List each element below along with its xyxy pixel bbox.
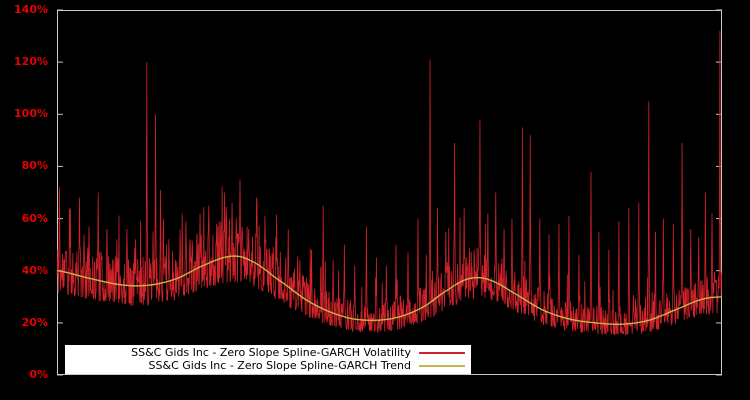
legend-label-trend: SS&C Gids Inc - Zero Slope Spline-GARCH … bbox=[148, 359, 411, 372]
legend-line-trend-icon bbox=[419, 364, 465, 367]
volatility-series-line bbox=[56, 30, 723, 336]
y-axis-tick-label: 80% bbox=[21, 159, 48, 173]
legend-item-trend: SS&C Gids Inc - Zero Slope Spline-GARCH … bbox=[71, 359, 465, 372]
y-axis-tick-label: 120% bbox=[14, 55, 48, 69]
y-axis-tick-label: 0% bbox=[29, 368, 48, 381]
y-axis-tick-label: 140% bbox=[14, 3, 48, 16]
y-axis-tick-label: 20% bbox=[21, 315, 48, 329]
legend-line-volatility-icon bbox=[419, 351, 465, 354]
legend-item-volatility: SS&C Gids Inc - Zero Slope Spline-GARCH … bbox=[71, 346, 465, 359]
y-axis-tick-label: 40% bbox=[21, 263, 48, 277]
chart-legend: SS&C Gids Inc - Zero Slope Spline-GARCH … bbox=[65, 345, 471, 374]
legend-label-volatility: SS&C Gids Inc - Zero Slope Spline-GARCH … bbox=[131, 346, 411, 359]
y-axis-tick-label: 60% bbox=[21, 211, 48, 225]
trend-series-line bbox=[56, 255, 723, 325]
plot-border bbox=[57, 10, 722, 375]
y-axis-tick-label: 100% bbox=[14, 107, 48, 121]
